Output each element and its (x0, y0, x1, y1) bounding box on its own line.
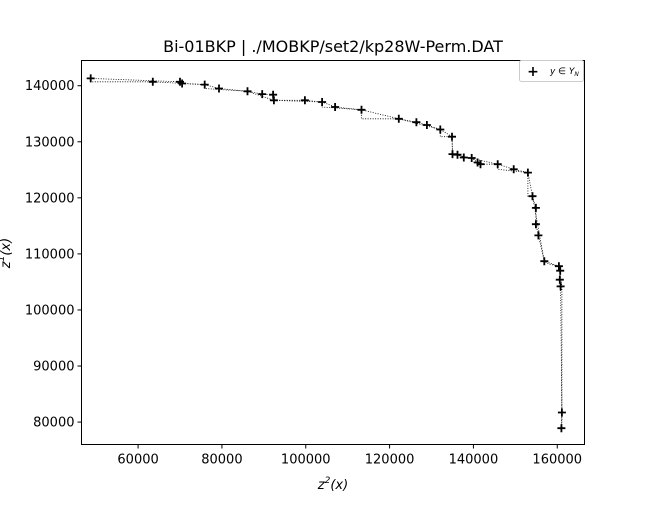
x-tick-label: 120000 (365, 453, 415, 468)
data-point (422, 121, 431, 129)
y-tick-label: 90000 (33, 360, 74, 375)
data-point (554, 262, 563, 271)
connector-lines (90, 78, 563, 429)
data-point (200, 80, 209, 89)
data-point (476, 160, 485, 169)
y-tick-label: 140000 (25, 79, 75, 94)
data-point (459, 153, 468, 162)
data-point (243, 87, 252, 96)
y-tick-label: 100000 (25, 303, 75, 318)
data-point (318, 98, 327, 106)
data-point (556, 282, 565, 291)
data-point (509, 165, 518, 174)
y-tick-label: 110000 (25, 247, 75, 262)
data-point (436, 125, 445, 134)
data-point (531, 203, 540, 212)
data-point (531, 220, 540, 229)
connector-line (90, 78, 563, 429)
data-point (300, 96, 309, 105)
data-point (331, 103, 340, 111)
data-point (357, 105, 366, 114)
data-point (467, 154, 476, 162)
legend-label: y ∈ YN (549, 67, 579, 78)
data-point (394, 114, 403, 123)
data-point (448, 132, 456, 141)
plot-frame (81, 60, 585, 445)
data-point (453, 150, 462, 159)
x-tick-label: 80000 (201, 453, 242, 468)
data-point (148, 77, 157, 86)
data-point (557, 408, 566, 417)
legend: + y ∈ YN (519, 60, 584, 82)
data-point (493, 160, 502, 169)
y-tick-label: 80000 (33, 416, 74, 431)
y-axis-label: z1(x) (0, 238, 14, 269)
data-point (269, 96, 278, 105)
data-point (534, 231, 543, 240)
x-tick-label: 160000 (532, 453, 582, 468)
x-tick-label: 140000 (449, 453, 499, 468)
data-point (555, 275, 564, 284)
y-axis-ticks: 80000 90000 100000 110000 120000 130000 140000 (25, 79, 82, 431)
y-tick-label: 120000 (25, 191, 75, 206)
data-point (528, 192, 537, 201)
data-points (86, 74, 566, 433)
x-tick-label: 60000 (117, 453, 158, 468)
data-point (86, 74, 95, 83)
chart-title: Bi-01BKP | ./MOBKP/set2/kp28W-Perm.DAT (163, 37, 503, 56)
legend-box (519, 60, 584, 82)
data-point (523, 168, 532, 177)
x-tick-label: 100000 (281, 453, 331, 468)
connector-line (90, 78, 563, 429)
data-point (412, 118, 421, 127)
data-point (540, 257, 549, 266)
data-point (258, 90, 267, 99)
data-point (557, 424, 566, 433)
x-axis-label: z2(x) (317, 476, 348, 493)
data-point (556, 266, 565, 275)
y-tick-label: 130000 (25, 135, 75, 150)
data-point (215, 84, 223, 93)
x-axis-ticks: 60000 80000 100000 120000 140000 160000 (117, 444, 582, 468)
legend-marker: + (527, 64, 539, 80)
data-point (178, 79, 187, 88)
